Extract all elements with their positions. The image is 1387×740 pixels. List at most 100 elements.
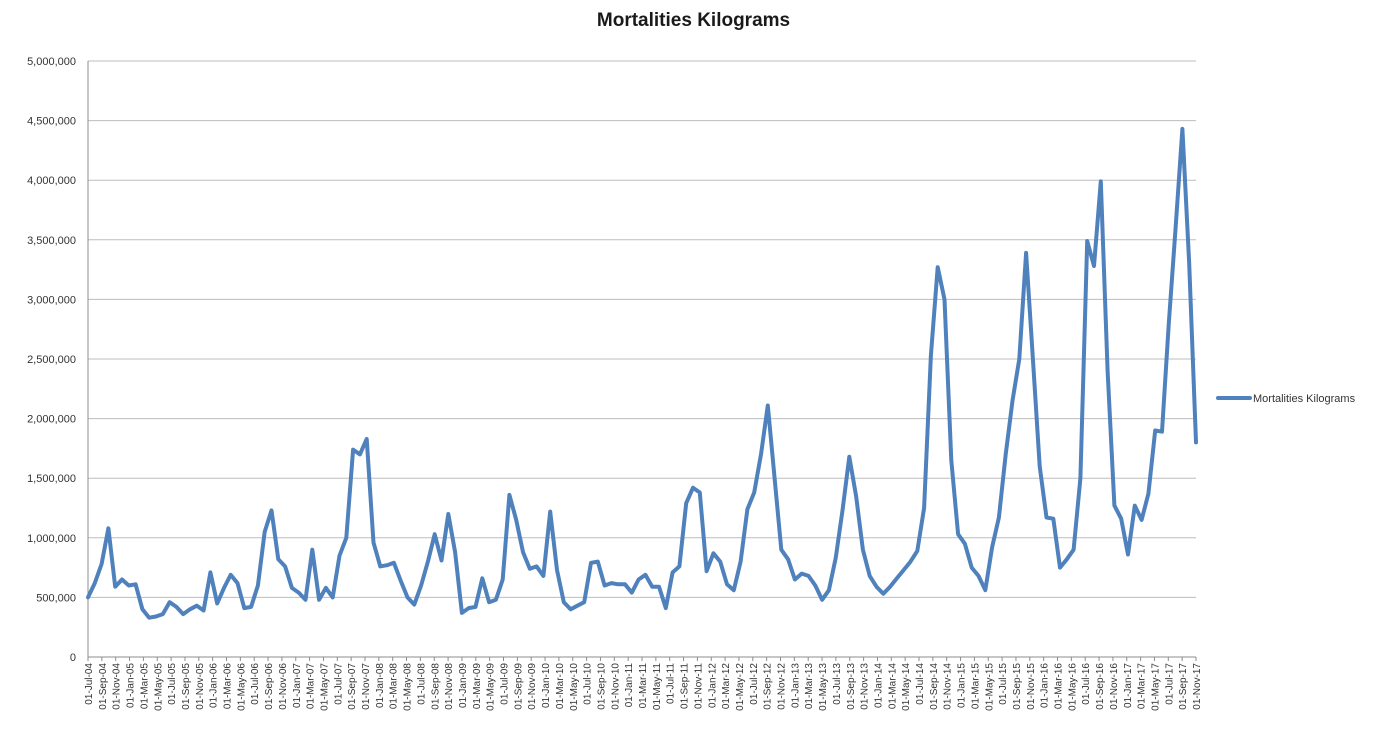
x-tick-label: 01-Jul-09 [500, 663, 511, 705]
x-tick-label: 01-Jul-07 [333, 663, 344, 705]
axes [87, 61, 1197, 661]
x-tick-label: 01-Jan-08 [375, 663, 386, 708]
x-tick-label: 01-Nov-17 [1192, 663, 1203, 710]
x-tick-label: 01-Mar-16 [1054, 663, 1065, 710]
x-tick-label: 01-Jan-16 [1040, 663, 1051, 708]
y-tick-label: 1,500,000 [27, 473, 76, 485]
y-tick-label: 2,500,000 [27, 354, 76, 366]
x-tick-label: 01-Nov-09 [527, 663, 538, 710]
x-tick-label: 01-Jan-13 [790, 663, 801, 708]
y-tick-label: 2,000,000 [27, 414, 76, 426]
x-tick-label: 01-May-17 [1151, 663, 1162, 711]
x-tick-label: 01-Nov-13 [860, 663, 871, 710]
x-tick-label: 01-May-14 [901, 663, 912, 711]
x-tick-label: 01-Mar-08 [389, 663, 400, 710]
x-tick-label: 01-Jul-15 [998, 663, 1009, 705]
y-tick-label: 3,000,000 [27, 294, 76, 306]
y-axis-tick-labels: 0 500,000 1,000,000 1,500,000 2,000,000 2,500… [27, 56, 76, 664]
x-tick-label: 01-Nov-06 [278, 663, 289, 710]
x-tick-label: 01-Sep-07 [347, 663, 358, 710]
x-tick-label: 01-May-10 [569, 663, 580, 711]
x-tick-label: 01-Mar-07 [306, 663, 317, 710]
x-tick-label: 01-Jan-12 [707, 663, 718, 708]
x-tick-label: 01-Sep-17 [1178, 663, 1189, 710]
x-tick-label: 01-Mar-12 [721, 663, 732, 710]
x-tick-label: 01-May-07 [319, 663, 330, 711]
y-tick-label: 3,500,000 [27, 235, 76, 247]
x-tick-label: 01-Jan-17 [1123, 663, 1134, 708]
x-tick-label: 01-May-11 [652, 663, 663, 710]
y-tick-label: 1,000,000 [27, 533, 76, 545]
x-tick-label: 01-Nov-15 [1026, 663, 1037, 710]
x-tick-label: 01-Sep-14 [929, 663, 940, 710]
x-tick-label: 01-Mar-17 [1137, 663, 1148, 710]
x-tick-label: 01-Mar-09 [472, 663, 483, 710]
x-tick-label: 01-Sep-10 [596, 663, 607, 710]
x-tick-label: 01-Mar-13 [804, 663, 815, 710]
x-tick-label: 01-Jul-16 [1081, 663, 1092, 705]
x-tick-label: 01-Nov-05 [195, 663, 206, 710]
x-tick-label: 01-Jul-11 [666, 663, 677, 704]
x-tick-label: 01-Jan-11 [624, 663, 635, 708]
x-tick-label: 01-Sep-11 [680, 663, 691, 709]
x-tick-label: 01-Nov-04 [112, 663, 123, 710]
series-line-mortalities-kilograms [86, 126, 1198, 620]
x-tick-label: 01-Jul-13 [832, 663, 843, 705]
y-tick-label: 4,000,000 [27, 175, 76, 187]
legend-label: Mortalities Kilograms [1253, 393, 1356, 405]
x-tick-label: 01-May-12 [735, 663, 746, 711]
x-tick-label: 01-Jul-04 [84, 663, 95, 705]
x-tick-label: 01-May-09 [486, 663, 497, 711]
x-tick-label: 01-Sep-04 [98, 663, 109, 710]
x-tick-label: 01-Nov-08 [444, 663, 455, 710]
x-tick-label: 01-Sep-15 [1012, 663, 1023, 710]
x-tick-label: 01-Jan-14 [873, 663, 884, 708]
x-tick-label: 01-May-05 [153, 663, 164, 711]
x-tick-label: 01-Nov-10 [610, 663, 621, 710]
y-tick-label: 5,000,000 [27, 56, 76, 68]
x-tick-label: 01-Sep-12 [763, 663, 774, 710]
x-tick-label: 01-Sep-06 [264, 663, 275, 710]
x-tick-label: 01-Sep-05 [181, 663, 192, 710]
x-tick-label: 01-Mar-15 [970, 663, 981, 710]
legend: Mortalities Kilograms [1216, 393, 1356, 405]
x-tick-label: 01-Sep-09 [513, 663, 524, 710]
x-tick-label: 01-Jan-15 [957, 663, 968, 708]
x-tick-label: 01-Jan-07 [292, 663, 303, 708]
x-tick-label: 01-Jan-06 [209, 663, 220, 708]
x-tick-label: 01-Jul-08 [416, 663, 427, 705]
x-tick-label: 01-May-13 [818, 663, 829, 711]
y-tick-label: 4,500,000 [27, 116, 76, 128]
series [86, 126, 1198, 620]
x-tick-label: 01-Nov-07 [361, 663, 372, 710]
x-tick-label: 01-Jul-17 [1164, 663, 1175, 705]
x-tick-label: 01-Sep-13 [846, 663, 857, 710]
x-tick-label: 01-Nov-16 [1109, 663, 1120, 710]
x-tick-label: 01-Jul-05 [167, 663, 178, 705]
x-tick-label: 01-Nov-12 [777, 663, 788, 710]
x-tick-label: 01-Mar-11 [638, 663, 649, 709]
x-tick-label: 01-Jan-09 [458, 663, 469, 708]
x-tick-label: 01-Nov-11 [693, 663, 704, 709]
x-tick-label: 01-Sep-08 [430, 663, 441, 710]
x-tick-label: 01-Sep-16 [1095, 663, 1106, 710]
x-tick-label: 01-Mar-14 [887, 663, 898, 710]
x-tick-label: 01-Jul-06 [250, 663, 261, 705]
x-tick-label: 01-May-06 [236, 663, 247, 711]
x-tick-label: 01-Nov-14 [943, 663, 954, 710]
chart-title: Mortalities Kilograms [596, 10, 791, 31]
x-tick-label: 01-Jul-10 [583, 663, 594, 705]
y-tick-label: 0 [70, 652, 76, 664]
y-tick-label: 500,000 [36, 592, 76, 604]
x-tick-label: 01-Mar-05 [139, 663, 150, 710]
x-tick-label: 01-May-08 [403, 663, 414, 711]
x-tick-label: 01-May-16 [1067, 663, 1078, 711]
x-axis-tick-labels: 01-Jul-04 01-Sep-04 01-Nov-04 01-Jan-05 01-M… [84, 663, 1203, 711]
x-tick-label: 01-May-15 [984, 663, 995, 711]
x-tick-label: 01-Jul-14 [915, 663, 926, 705]
x-tick-label: 01-Jul-12 [749, 663, 760, 705]
x-tick-label: 01-Jan-05 [126, 663, 137, 708]
x-tick-label: 01-Mar-06 [223, 663, 234, 710]
